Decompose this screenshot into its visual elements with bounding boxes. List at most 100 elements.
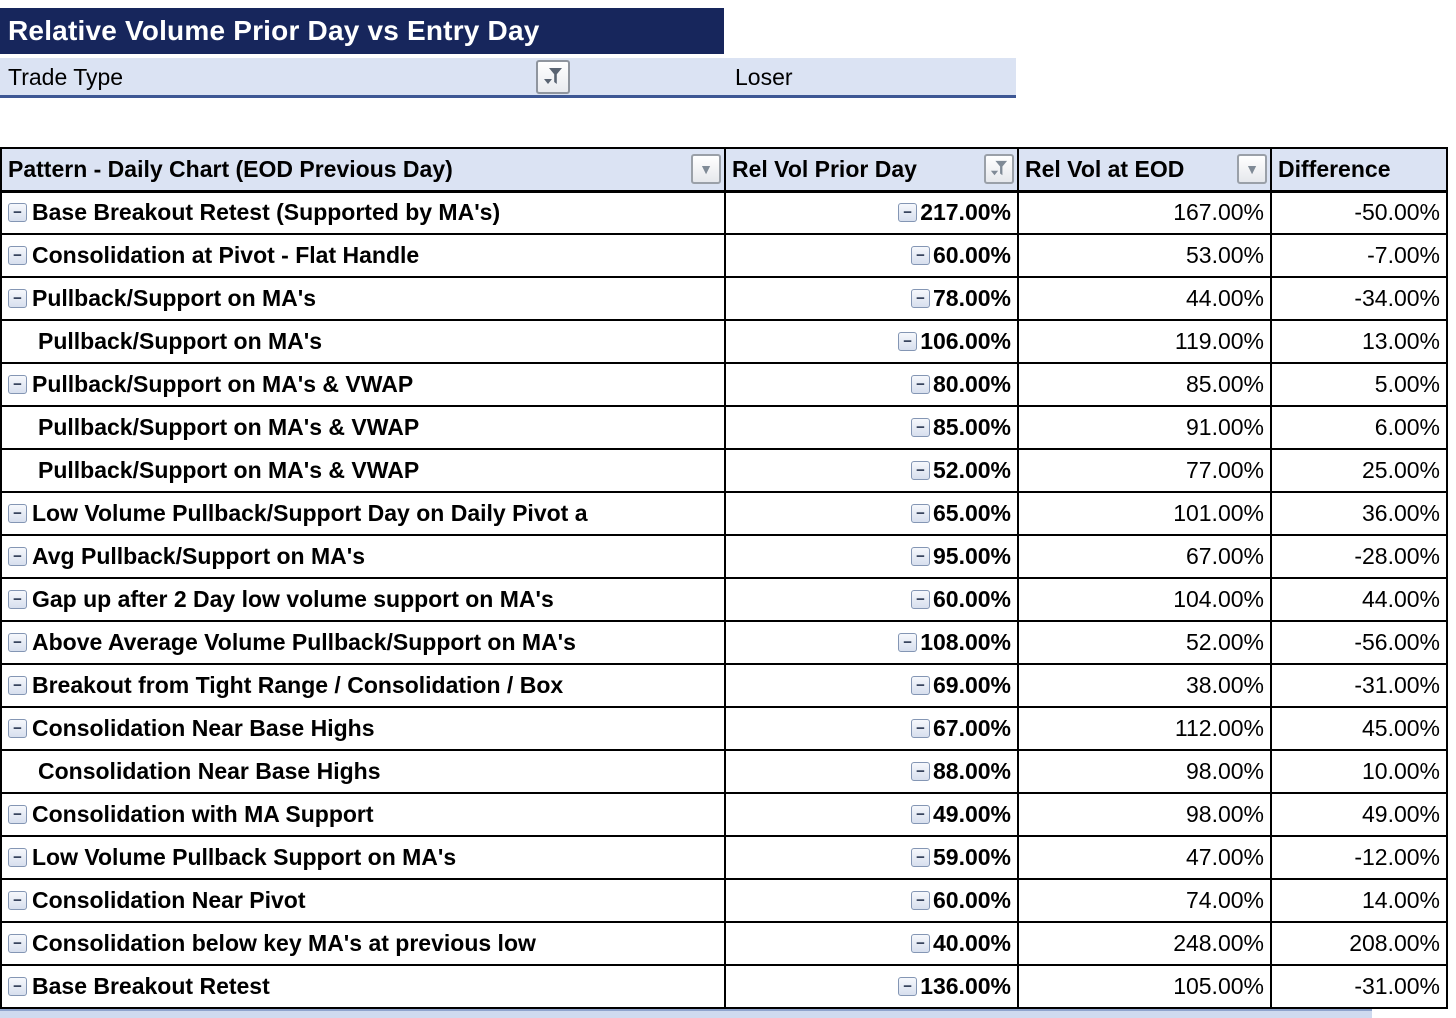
pattern-cell[interactable]: Pullback/Support on MA's (0, 319, 726, 364)
collapse-minus-button[interactable]: − (910, 461, 930, 480)
pattern-cell[interactable]: Pullback/Support on MA's & VWAP (0, 405, 726, 450)
collapse-minus-button[interactable]: − (8, 633, 27, 652)
collapse-minus-button[interactable]: − (8, 848, 27, 867)
collapse-minus-button[interactable]: − (8, 719, 27, 738)
difference-cell[interactable]: 45.00% (1270, 706, 1448, 751)
collapse-minus-button[interactable]: − (8, 203, 27, 223)
rel-vol-at-eod-cell[interactable]: 248.00% (1017, 921, 1272, 966)
rel-vol-at-eod-cell[interactable]: 91.00% (1017, 405, 1272, 450)
difference-cell[interactable]: 5.00% (1270, 362, 1448, 407)
rel-vol-eod-dropdown-button[interactable]: ▼ (1237, 154, 1267, 185)
rel-vol-at-eod-cell[interactable]: 53.00% (1017, 233, 1272, 278)
collapse-minus-button[interactable]: − (910, 547, 930, 566)
pattern-cell[interactable]: − Above Average Volume Pullback/Support o… (0, 620, 726, 665)
collapse-minus-button[interactable]: − (910, 289, 930, 308)
pattern-cell[interactable]: − Low Volume Pullback Support on MA's (0, 835, 726, 880)
pattern-cell[interactable]: − Consolidation at Pivot - Flat Handle (0, 233, 726, 278)
collapse-minus-button[interactable]: − (8, 590, 27, 609)
collapse-minus-button[interactable]: − (8, 547, 27, 566)
rel-vol-prior-day-cell[interactable]: −108.00% (724, 620, 1019, 665)
rel-vol-prior-day-cell[interactable]: −65.00% (724, 491, 1019, 536)
collapse-minus-button[interactable]: − (8, 375, 27, 394)
rel-vol-at-eod-cell[interactable]: 52.00% (1017, 620, 1272, 665)
rel-vol-prior-day-filter-button[interactable] (984, 154, 1014, 185)
pattern-cell[interactable]: − Consolidation Near Pivot (0, 878, 726, 923)
collapse-minus-button[interactable]: − (910, 848, 930, 867)
pattern-cell[interactable]: − Consolidation with MA Support (0, 792, 726, 837)
rel-vol-prior-day-cell[interactable]: −52.00% (724, 448, 1019, 493)
collapse-minus-button[interactable]: − (910, 676, 930, 695)
difference-cell[interactable]: 44.00% (1270, 577, 1448, 622)
rel-vol-prior-day-cell[interactable]: −217.00% (724, 190, 1019, 235)
rel-vol-at-eod-cell[interactable]: 101.00% (1017, 491, 1272, 536)
rel-vol-prior-day-cell[interactable]: −60.00% (724, 233, 1019, 278)
rel-vol-at-eod-cell[interactable]: 112.00% (1017, 706, 1272, 751)
collapse-minus-button[interactable]: − (898, 977, 918, 996)
collapse-minus-button[interactable]: − (8, 289, 27, 308)
pattern-cell[interactable]: Consolidation Near Base Highs (0, 749, 726, 794)
difference-cell[interactable]: 14.00% (1270, 878, 1448, 923)
rel-vol-prior-day-cell[interactable]: −60.00% (724, 577, 1019, 622)
pattern-cell[interactable]: − Breakout from Tight Range / Consolidati… (0, 663, 726, 708)
rel-vol-prior-day-cell[interactable]: −69.00% (724, 663, 1019, 708)
collapse-minus-button[interactable]: − (910, 891, 930, 910)
difference-cell[interactable]: -12.00% (1270, 835, 1448, 880)
rel-vol-prior-day-cell[interactable]: −49.00% (724, 792, 1019, 837)
collapse-minus-button[interactable]: − (910, 590, 930, 609)
collapse-minus-button[interactable]: − (8, 977, 27, 996)
collapse-minus-button[interactable]: − (910, 504, 930, 523)
collapse-minus-button[interactable]: − (898, 332, 918, 351)
pattern-cell[interactable]: Pullback/Support on MA's & VWAP (0, 448, 726, 493)
collapse-minus-button[interactable]: − (8, 504, 27, 523)
rel-vol-at-eod-cell[interactable]: 119.00% (1017, 319, 1272, 364)
rel-vol-prior-day-cell[interactable]: −95.00% (724, 534, 1019, 579)
difference-cell[interactable]: -50.00% (1270, 190, 1448, 235)
collapse-minus-button[interactable]: − (898, 633, 918, 652)
rel-vol-at-eod-cell[interactable]: 38.00% (1017, 663, 1272, 708)
collapse-minus-button[interactable]: − (910, 719, 930, 738)
rel-vol-prior-day-cell[interactable]: −88.00% (724, 749, 1019, 794)
collapse-minus-button[interactable]: − (8, 676, 27, 695)
difference-cell[interactable]: 10.00% (1270, 749, 1448, 794)
difference-cell[interactable]: 6.00% (1270, 405, 1448, 450)
rel-vol-at-eod-cell[interactable]: 67.00% (1017, 534, 1272, 579)
difference-cell[interactable]: -56.00% (1270, 620, 1448, 665)
collapse-minus-button[interactable]: − (910, 418, 930, 437)
pattern-cell[interactable]: − Gap up after 2 Day low volume support o… (0, 577, 726, 622)
difference-cell[interactable]: -28.00% (1270, 534, 1448, 579)
rel-vol-prior-day-cell[interactable]: −136.00% (724, 964, 1019, 1009)
pattern-dropdown-button[interactable]: ▼ (691, 154, 721, 185)
rel-vol-at-eod-cell[interactable]: 167.00% (1017, 190, 1272, 235)
difference-cell[interactable]: 208.00% (1270, 921, 1448, 966)
rel-vol-prior-day-cell[interactable]: −60.00% (724, 878, 1019, 923)
difference-cell[interactable]: 25.00% (1270, 448, 1448, 493)
difference-cell[interactable]: 13.00% (1270, 319, 1448, 364)
collapse-minus-button[interactable]: − (898, 203, 918, 223)
collapse-minus-button[interactable]: − (8, 805, 27, 824)
rel-vol-at-eod-cell[interactable]: 105.00% (1017, 964, 1272, 1009)
rel-vol-at-eod-cell[interactable]: 104.00% (1017, 577, 1272, 622)
rel-vol-prior-day-cell[interactable]: −59.00% (724, 835, 1019, 880)
difference-cell[interactable]: 49.00% (1270, 792, 1448, 837)
rel-vol-at-eod-cell[interactable]: 44.00% (1017, 276, 1272, 321)
rel-vol-at-eod-cell[interactable]: 77.00% (1017, 448, 1272, 493)
collapse-minus-button[interactable]: − (8, 246, 27, 265)
rel-vol-at-eod-cell[interactable]: 98.00% (1017, 749, 1272, 794)
pattern-cell[interactable]: − Avg Pullback/Support on MA's (0, 534, 726, 579)
rel-vol-prior-day-cell[interactable]: −106.00% (724, 319, 1019, 364)
pattern-cell[interactable]: − Low Volume Pullback/Support Day on Dail… (0, 491, 726, 536)
collapse-minus-button[interactable]: − (910, 375, 930, 394)
collapse-minus-button[interactable]: − (910, 934, 930, 953)
rel-vol-prior-day-cell[interactable]: −78.00% (724, 276, 1019, 321)
collapse-minus-button[interactable]: − (910, 246, 930, 265)
rel-vol-prior-day-cell[interactable]: −67.00% (724, 706, 1019, 751)
pattern-cell[interactable]: − Base Breakout Retest (0, 964, 726, 1009)
difference-cell[interactable]: 36.00% (1270, 491, 1448, 536)
rel-vol-prior-day-cell[interactable]: −80.00% (724, 362, 1019, 407)
trade-type-filter-button[interactable] (536, 60, 570, 94)
rel-vol-at-eod-cell[interactable]: 85.00% (1017, 362, 1272, 407)
pattern-cell[interactable]: − Pullback/Support on MA's & VWAP (0, 362, 726, 407)
collapse-minus-button[interactable]: − (8, 934, 27, 953)
difference-cell[interactable]: -34.00% (1270, 276, 1448, 321)
rel-vol-prior-day-cell[interactable]: −85.00% (724, 405, 1019, 450)
